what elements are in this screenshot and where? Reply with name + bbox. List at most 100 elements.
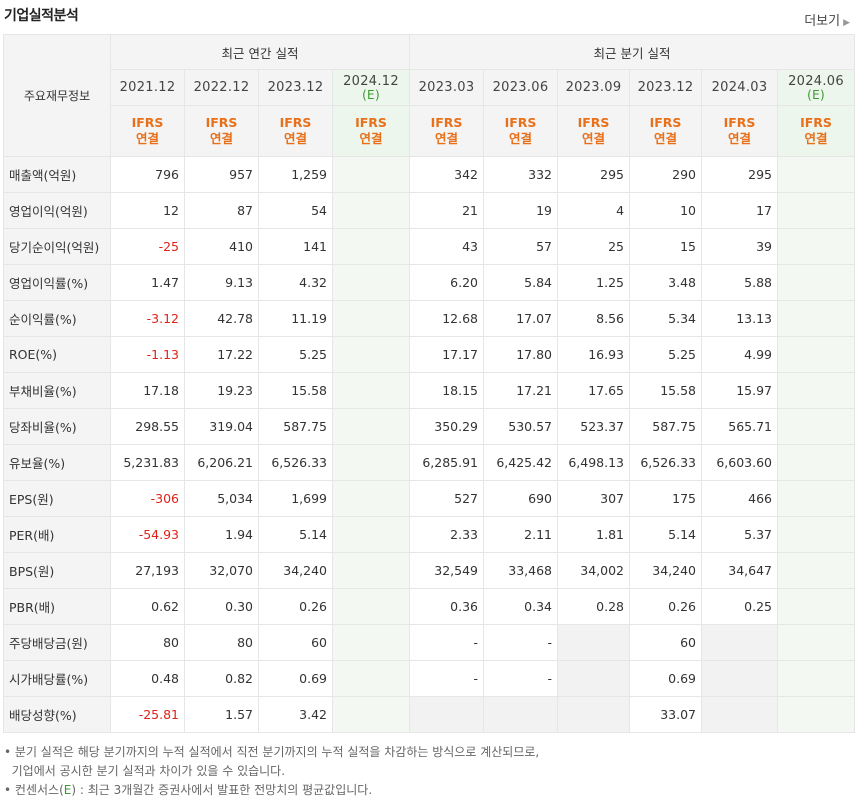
value-cell: 19.23 (184, 372, 259, 409)
value-cell: 6,526.33 (258, 444, 333, 481)
table-row: 배당성향(%) -25.81 1.57 3.42 33.07 (3, 696, 856, 733)
value-cell: 13.13 (701, 300, 779, 337)
value-cell: 34,002 (557, 552, 631, 589)
period-header[interactable]: 2023.12 (629, 69, 703, 106)
value-cell: 5.14 (629, 516, 703, 553)
row-label[interactable]: BPS(원) (3, 552, 111, 589)
row-label[interactable]: 시가배당률(%) (3, 660, 111, 697)
value-cell (777, 588, 856, 625)
value-cell: 0.30 (184, 588, 259, 625)
section-title: 기업실적분석 (4, 8, 79, 24)
row-label[interactable]: 순이익률(%) (3, 300, 111, 337)
period-header[interactable]: 2023.09 (557, 69, 631, 106)
row-label[interactable]: PER(배) (3, 516, 111, 553)
value-cell (331, 552, 411, 589)
value-cell: 957 (184, 156, 259, 193)
value-cell: 2.11 (483, 516, 559, 553)
value-cell: 0.34 (483, 588, 559, 625)
ifrs-label: IFRS (504, 115, 537, 130)
row-label[interactable]: PBR(배) (3, 588, 111, 625)
consolidated-label: 연결 (359, 131, 383, 146)
value-cell: 4.32 (258, 264, 333, 301)
row-label[interactable]: 당좌비율(%) (3, 408, 111, 445)
consolidated-label: 연결 (582, 131, 606, 146)
value-cell (331, 444, 411, 481)
row-label[interactable]: 유보율(%) (3, 444, 111, 481)
value-cell (777, 660, 856, 697)
ifrs-label: IFRS (355, 115, 387, 130)
value-cell: 342 (409, 156, 485, 193)
value-cell (331, 660, 411, 697)
ifrs-basis: IFRS 연결 (184, 105, 259, 157)
value-cell: 307 (557, 480, 631, 517)
value-cell (483, 696, 559, 733)
value-cell: 1.94 (184, 516, 259, 553)
value-cell: 6,498.13 (557, 444, 631, 481)
period-header[interactable]: 2021.12 (110, 69, 185, 106)
value-cell: 17.80 (483, 336, 559, 373)
consolidated-label: 연결 (135, 131, 159, 146)
row-label[interactable]: 당기순이익(억원) (3, 228, 111, 265)
value-cell: 33,468 (483, 552, 559, 589)
value-cell: 3.42 (258, 696, 333, 733)
more-link[interactable]: 더보기 ▶ (804, 10, 850, 29)
value-cell: - (483, 624, 559, 661)
ifrs-basis: IFRS 연결 (110, 105, 185, 157)
value-cell (331, 300, 411, 337)
chevron-right-icon: ▶ (843, 18, 850, 28)
row-label[interactable]: 주당배당금(원) (3, 624, 111, 661)
row-label[interactable]: 매출액(억원) (3, 156, 111, 193)
value-cell: 17.17 (409, 336, 485, 373)
value-cell: 17.07 (483, 300, 559, 337)
value-cell (557, 660, 631, 697)
value-cell: 565.71 (701, 408, 779, 445)
row-label[interactable]: 부채비율(%) (3, 372, 111, 409)
period-header[interactable]: 2023.12 (258, 69, 333, 106)
value-cell (777, 696, 856, 733)
value-cell: 2.33 (409, 516, 485, 553)
value-cell: 295 (701, 156, 779, 193)
row-label[interactable]: EPS(원) (3, 480, 111, 517)
value-cell: 4.99 (701, 336, 779, 373)
value-cell: 1.81 (557, 516, 631, 553)
value-cell (331, 336, 411, 373)
value-cell (331, 696, 411, 733)
value-cell: 57 (483, 228, 559, 265)
value-cell: 0.48 (110, 660, 185, 697)
value-cell: - (483, 660, 559, 697)
value-cell: 6.20 (409, 264, 485, 301)
row-label[interactable]: ROE(%) (3, 336, 111, 373)
table-row: 시가배당률(%) 0.48 0.82 0.69- -0.69 (3, 660, 856, 697)
value-cell: 17.18 (110, 372, 185, 409)
row-label[interactable]: 배당성향(%) (3, 696, 111, 733)
value-cell: 4 (557, 192, 631, 229)
table-row: PBR(배) 0.62 0.30 0.26 0.36 0.34 0.28 0.26 0.25 (3, 588, 856, 625)
consolidated-label: 연결 (509, 131, 533, 146)
value-cell: 11.19 (258, 300, 333, 337)
value-cell: 1.25 (557, 264, 631, 301)
period-header[interactable]: 2022.12 (184, 69, 259, 106)
value-cell: -3.12 (110, 300, 185, 337)
footnote-text: 분기 실적은 해당 분기까지의 누적 실적에서 직전 분기까지의 누적 실적을 … (14, 745, 540, 759)
value-cell: 39 (701, 228, 779, 265)
ifrs-basis: IFRS 연결 (701, 105, 779, 157)
period-header[interactable]: 2024.12 (E) (331, 69, 411, 106)
value-cell: 0.62 (110, 588, 185, 625)
row-label[interactable]: 영업이익률(%) (3, 264, 111, 301)
value-cell (777, 480, 856, 517)
value-cell: 10 (629, 192, 703, 229)
value-cell: 19 (483, 192, 559, 229)
footnotes: • 분기 실적은 해당 분기까지의 누적 실적에서 직전 분기까지의 누적 실적… (4, 743, 539, 800)
row-label[interactable]: 영업이익(억원) (3, 192, 111, 229)
period-header[interactable]: 2024.03 (701, 69, 779, 106)
value-cell: 0.28 (557, 588, 631, 625)
value-cell: 175 (629, 480, 703, 517)
value-cell: 16.93 (557, 336, 631, 373)
value-cell: 6,425.42 (483, 444, 559, 481)
ifrs-label: IFRS (723, 115, 756, 130)
period-header[interactable]: 2023.06 (483, 69, 559, 106)
ifrs-basis: IFRS 연결 (483, 105, 559, 157)
period-header[interactable]: 2023.03 (409, 69, 485, 106)
value-cell (777, 624, 856, 661)
period-header[interactable]: 2024.06 (E) (777, 69, 856, 106)
